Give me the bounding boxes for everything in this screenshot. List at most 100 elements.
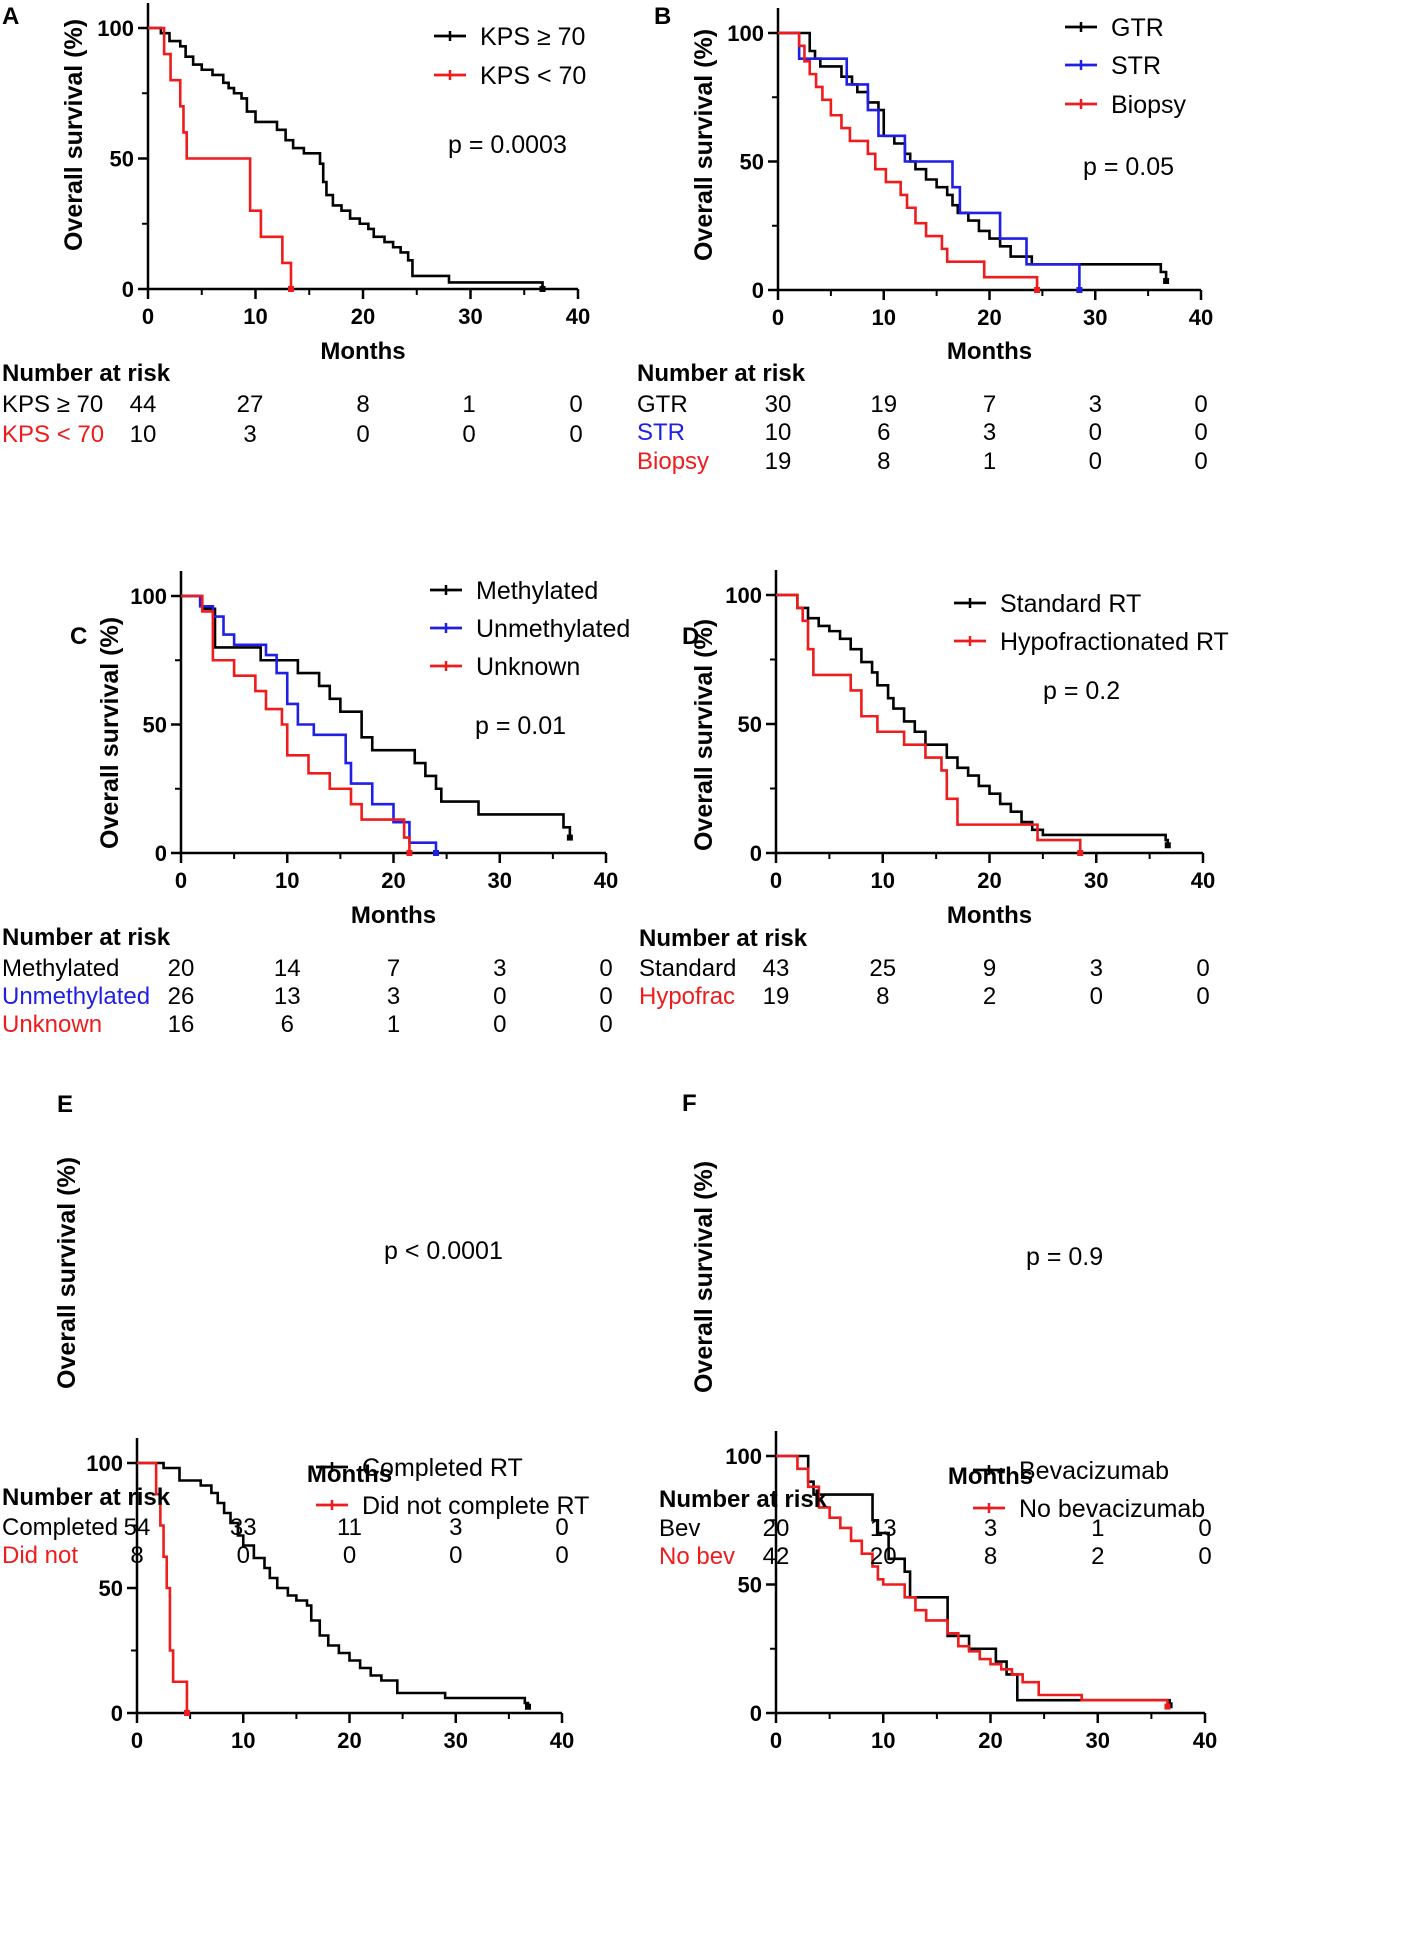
risk-count: 2 (983, 983, 996, 1010)
risk-table-title: Number at risk (637, 360, 806, 387)
risk-count: 0 (555, 1542, 568, 1569)
legend-label: Standard RT (1000, 590, 1141, 618)
x-tick-label: 0 (770, 1728, 782, 1753)
risk-row-label: Did not (2, 1542, 78, 1569)
legend-label: GTR (1111, 14, 1164, 42)
y-tick-label: 50 (99, 1576, 123, 1601)
y-axis-label: Overall survival (%) (53, 1157, 81, 1389)
risk-table-title: Number at risk (659, 1486, 828, 1513)
risk-count: 0 (1198, 1515, 1211, 1542)
x-axis-label: Months (320, 338, 405, 365)
y-tick-label: 0 (122, 277, 134, 302)
risk-count: 3 (983, 419, 996, 446)
censor-mark (1077, 850, 1084, 856)
risk-count: 0 (237, 1542, 250, 1569)
censor-mark (1164, 842, 1171, 849)
p-value: p = 0.2 (1043, 677, 1120, 705)
x-axis-label: Months (947, 902, 1032, 929)
risk-row-label: STR (637, 419, 685, 446)
legend-label: Biopsy (1111, 91, 1187, 119)
y-axis-label: Overall survival (%) (690, 1161, 718, 1393)
risk-count: 1 (1091, 1515, 1104, 1542)
risk-count: 0 (569, 421, 582, 448)
panel-letter: A (2, 3, 19, 30)
panel-d: D Overall survival (%) p = 0.2 0 10 20 30 40… (639, 570, 1418, 1300)
risk-count: 0 (493, 983, 506, 1010)
panel-b: B Overall survival (%) p = 0.05 0 10 20 30 4… (637, 0, 1418, 650)
x-tick-label: 0 (131, 1728, 143, 1753)
x-axis-label: Months (947, 338, 1032, 365)
survival-curve-unknown (181, 594, 411, 853)
survival-curve-bevacizumab (776, 1454, 1171, 1706)
risk-count: 11 (337, 1514, 362, 1541)
p-value: p = 0.01 (475, 712, 566, 740)
p-value: p = 0.05 (1083, 153, 1174, 181)
x-axis-label: Months (948, 1463, 1033, 1490)
x-tick-label: 0 (770, 868, 782, 893)
y-tick-label: 50 (143, 713, 167, 738)
x-tick-label: 30 (1086, 1728, 1110, 1753)
x-tick-label: 30 (444, 1728, 468, 1753)
y-tick-label: 100 (130, 584, 167, 609)
risk-row-label: Bev (659, 1515, 700, 1542)
risk-count: 8 (876, 983, 889, 1010)
risk-count: 26 (168, 983, 195, 1010)
risk-count: 20 (168, 955, 195, 982)
km-chart-b: B Overall survival (%) p = 0.05 0 10 20 30 4… (637, 3, 1213, 475)
panel-letter: E (57, 1091, 73, 1118)
risk-count: 0 (599, 1011, 612, 1038)
risk-row-label: Unmethylated (2, 983, 150, 1010)
risk-count: 3 (387, 983, 400, 1010)
risk-count: 10 (130, 421, 157, 448)
panel-f: F Overall survival (%) p = 0.9 0 10 20 30 40… (659, 1090, 1418, 1950)
x-tick-label: 30 (1083, 305, 1107, 330)
x-tick-label: 10 (243, 304, 267, 329)
y-tick-label: 0 (750, 841, 762, 866)
risk-count: 0 (1089, 448, 1102, 475)
x-tick-label: 30 (1084, 868, 1108, 893)
risk-count: 19 (763, 983, 790, 1010)
x-tick-label: 20 (337, 1728, 361, 1753)
x-axis-label: Months (351, 902, 436, 929)
censor-mark (1164, 1703, 1171, 1710)
risk-count: 0 (1198, 1543, 1211, 1570)
survival-curve-gtr (778, 31, 1168, 282)
x-tick-label: 0 (772, 305, 784, 330)
x-tick-label: 30 (458, 304, 482, 329)
risk-count: 0 (1194, 391, 1207, 418)
risk-row-label: Hypofrac (639, 983, 735, 1010)
risk-count: 2 (1091, 1543, 1104, 1570)
survival-curve-biopsy (778, 31, 1039, 290)
risk-count: 3 (449, 1514, 462, 1541)
panel-letter: C (70, 623, 87, 650)
x-tick-label: 20 (978, 1728, 1002, 1753)
y-tick-label: 50 (738, 1573, 762, 1598)
risk-count: 0 (356, 421, 369, 448)
x-tick-label: 20 (381, 868, 405, 893)
risk-count: 0 (599, 983, 612, 1010)
y-tick-label: 0 (111, 1701, 123, 1726)
risk-table-title: Number at risk (2, 360, 171, 387)
x-tick-label: 0 (142, 304, 154, 329)
survival-curve-kps-70 (148, 26, 544, 289)
risk-table-title: Number at risk (2, 1484, 171, 1511)
survival-curve-str (778, 31, 1081, 290)
risk-count: 0 (1196, 983, 1209, 1010)
survival-curve-unmethylated (181, 594, 438, 853)
y-tick-label: 50 (740, 150, 764, 175)
p-value: p = 0.0003 (448, 131, 567, 159)
risk-count: 25 (869, 955, 896, 982)
censor-mark (183, 1710, 190, 1716)
risk-count: 0 (599, 955, 612, 982)
risk-count: 8 (877, 448, 890, 475)
x-tick-label: 30 (488, 868, 512, 893)
risk-count: 0 (1194, 448, 1207, 475)
y-tick-label: 100 (97, 16, 134, 41)
y-tick-label: 100 (86, 1451, 123, 1476)
panel-letter: B (654, 3, 671, 30)
risk-count: 0 (493, 1011, 506, 1038)
risk-count: 0 (569, 391, 582, 418)
x-tick-label: 40 (1191, 868, 1215, 893)
panel-a: A Overall survival (%) p = 0.0003 0 10 20 3… (0, 0, 709, 650)
risk-count: 30 (765, 391, 792, 418)
